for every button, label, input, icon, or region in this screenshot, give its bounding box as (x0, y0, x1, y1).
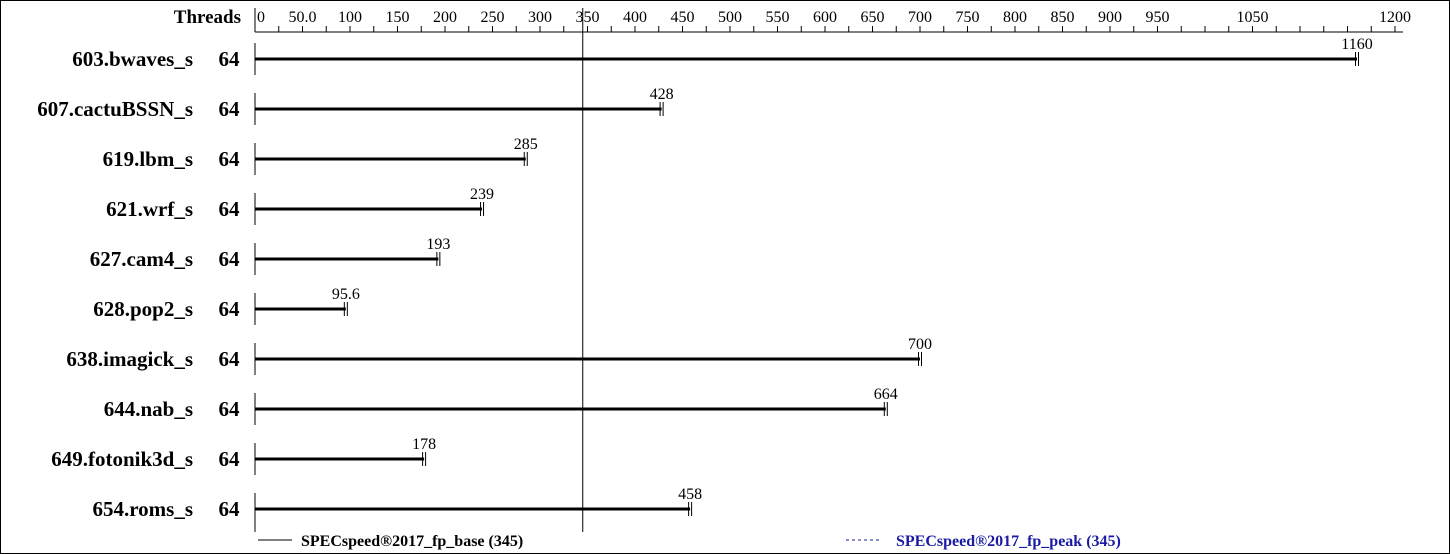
benchmark-name: 649.fotonik3d_s (51, 447, 193, 471)
value-label: 664 (874, 386, 898, 403)
thread-count: 64 (219, 197, 241, 221)
threads-header: Threads (174, 7, 241, 28)
benchmark-row: 638.imagick_s 64 700 (66, 336, 932, 375)
value-label: 178 (412, 436, 436, 453)
thread-count: 64 (219, 297, 241, 321)
x-tick-label: 50.0 (289, 9, 317, 26)
benchmark-row: 621.wrf_s 64 239 (106, 186, 494, 225)
thread-count: 64 (219, 397, 241, 421)
benchmark-name: 628.pop2_s (93, 297, 193, 321)
benchmark-name: 638.imagick_s (66, 347, 193, 371)
benchmark-row: 644.nab_s 64 664 (104, 386, 898, 425)
x-tick-label: 300 (528, 9, 552, 26)
benchmark-row: 654.roms_s 64 458 (92, 486, 702, 525)
value-label: 1160 (1341, 36, 1372, 53)
legend: SPECspeed®2017_fp_base (345) SPECspeed®20… (258, 533, 1121, 550)
x-tick-label: 150 (386, 9, 410, 26)
x-tick-label: 950 (1146, 9, 1170, 26)
x-tick-label: 550 (766, 9, 790, 26)
value-label: 285 (514, 136, 538, 153)
value-label: 458 (678, 486, 702, 503)
benchmark-row: 619.lbm_s 64 285 (103, 136, 538, 175)
legend-label: SPECspeed®2017_fp_base (345) (301, 533, 523, 550)
x-tick-label: 800 (1003, 9, 1027, 26)
x-tick-label: 0 (257, 9, 265, 26)
benchmark-row: 627.cam4_s 64 193 (90, 236, 450, 275)
benchmark-name: 603.bwaves_s (72, 47, 193, 71)
benchmark-name: 621.wrf_s (106, 197, 193, 221)
benchmark-rows: 603.bwaves_s 64 1160 607.cactuBSSN_s 64 428 61… (37, 36, 1373, 525)
thread-count: 64 (219, 147, 241, 171)
thread-count: 64 (219, 497, 241, 521)
thread-count: 64 (219, 97, 241, 121)
x-tick-label: 1050 (1237, 9, 1269, 26)
x-tick-label: 900 (1098, 9, 1122, 26)
x-tick-label: 350 (576, 9, 600, 26)
x-tick-label: 750 (956, 9, 980, 26)
benchmark-name: 607.cactuBSSN_s (37, 97, 193, 121)
benchmark-row: 603.bwaves_s 64 1160 (72, 36, 1373, 75)
benchmark-row: 649.fotonik3d_s 64 178 (51, 436, 436, 475)
x-tick-label: 1200 (1379, 9, 1411, 26)
x-tick-label: 250 (481, 9, 505, 26)
thread-count: 64 (219, 247, 241, 271)
x-tick-label: 450 (671, 9, 695, 26)
value-label: 428 (650, 86, 674, 103)
x-axis: Threads 0 50.0 100 150 200 250 300 350 400 450 500 5… (174, 7, 1411, 532)
benchmark-name: 627.cam4_s (90, 247, 193, 271)
x-tick-label: 200 (433, 9, 457, 26)
value-label: 239 (470, 186, 494, 203)
legend-item-peak: SPECspeed®2017_fp_peak (345) (846, 533, 1121, 550)
x-tick-label: 600 (813, 9, 837, 26)
value-label: 95.6 (332, 286, 360, 303)
value-label: 193 (426, 236, 450, 253)
benchmark-row: 628.pop2_s 64 95.6 (93, 286, 360, 325)
x-tick-label: 850 (1051, 9, 1075, 26)
benchmark-name: 654.roms_s (92, 497, 193, 521)
thread-count: 64 (219, 47, 241, 71)
x-tick-label: 700 (908, 9, 932, 26)
x-tick-label: 650 (861, 9, 885, 26)
x-tick-label: 100 (338, 9, 362, 26)
legend-label: SPECspeed®2017_fp_peak (345) (896, 533, 1121, 550)
x-tick-label: 500 (718, 9, 742, 26)
benchmark-row: 607.cactuBSSN_s 64 428 (37, 86, 674, 125)
thread-count: 64 (219, 447, 241, 471)
legend-item-base: SPECspeed®2017_fp_base (345) (258, 533, 523, 550)
value-label: 700 (908, 336, 932, 353)
benchmark-name: 644.nab_s (104, 397, 193, 421)
thread-count: 64 (219, 347, 241, 371)
x-tick-label: 400 (623, 9, 647, 26)
benchmark-name: 619.lbm_s (103, 147, 193, 171)
